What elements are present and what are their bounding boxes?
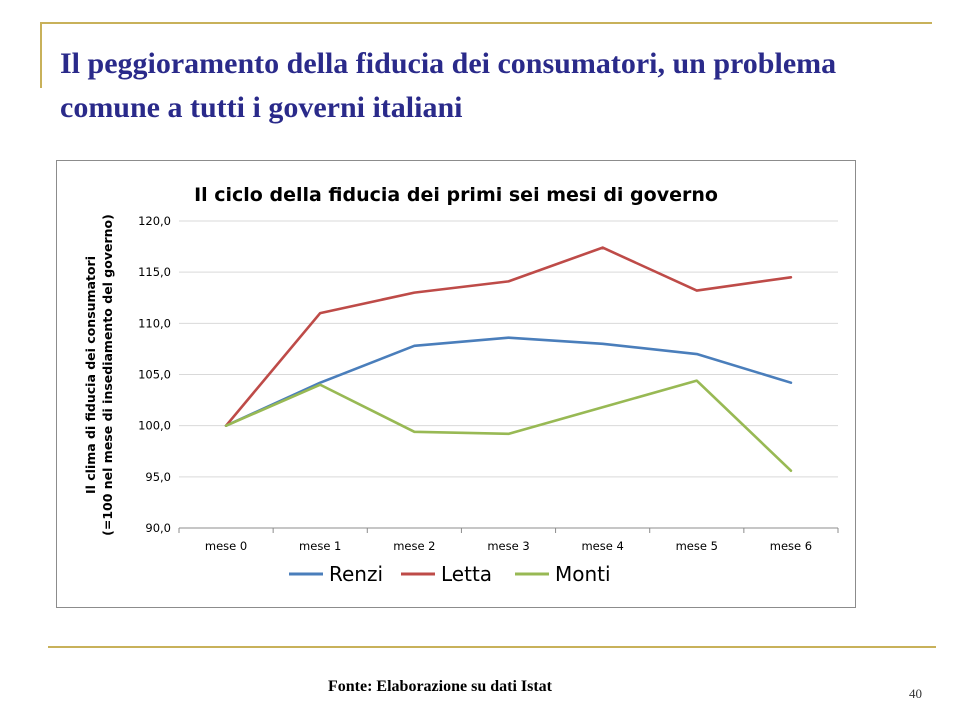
y-tick-label: 115,0	[138, 265, 171, 279]
legend-label-letta: Letta	[441, 562, 492, 586]
y-axis-title-line-1: Il clima di fiducia dei consumatori	[83, 256, 98, 494]
line-chart: Il ciclo della fiducia dei primi sei mes…	[83, 184, 839, 586]
x-tick-label: mese 3	[487, 539, 529, 553]
y-tick-label: 100,0	[138, 419, 171, 433]
x-tick-label: mese 4	[581, 539, 623, 553]
series-line-monti	[224, 379, 793, 472]
bottom-rule	[48, 646, 936, 648]
x-tick-label: mese 6	[770, 539, 812, 553]
x-tick-label: mese 5	[676, 539, 718, 553]
chart-title: Il ciclo della fiducia dei primi sei mes…	[194, 184, 718, 206]
x-tick-label: mese 2	[393, 539, 435, 553]
y-tick-label: 105,0	[138, 368, 171, 382]
y-tick-label: 90,0	[145, 521, 171, 535]
y-tick-label: 95,0	[145, 470, 171, 484]
y-tick-label: 120,0	[138, 214, 171, 228]
y-axis-title-line-2: (=100 nel mese di insediamento del gover…	[100, 214, 115, 536]
chart-frame: Il ciclo della fiducia dei primi sei mes…	[56, 160, 856, 608]
source-note: Fonte: Elaborazione su dati Istat	[328, 678, 552, 695]
series-line-letta	[224, 246, 793, 427]
legend-label-monti: Monti	[555, 562, 611, 586]
series-line-renzi	[224, 336, 793, 427]
x-tick-label: mese 1	[299, 539, 341, 553]
left-rule	[40, 22, 42, 88]
legend-label-renzi: Renzi	[329, 562, 383, 586]
y-tick-labels: 90,0 95,0 100,0 105,0 110,0 115,0 120,0	[138, 214, 171, 535]
y-tick-label: 110,0	[138, 316, 171, 330]
page-number: 40	[909, 686, 922, 701]
x-tick-labels: mese 0 mese 1 mese 2 mese 3 mese 4 mese 5 mese…	[178, 528, 839, 553]
series-lines	[224, 246, 793, 472]
y-axis-title: Il clima di fiducia dei consumatori (=10…	[83, 214, 115, 536]
top-rule	[40, 22, 932, 24]
x-tick-label: mese 0	[205, 539, 247, 553]
legend: Renzi Letta Monti	[289, 562, 611, 586]
gridlines	[179, 220, 838, 529]
slide-title: Il peggioramento della fiducia dei consu…	[60, 47, 837, 124]
